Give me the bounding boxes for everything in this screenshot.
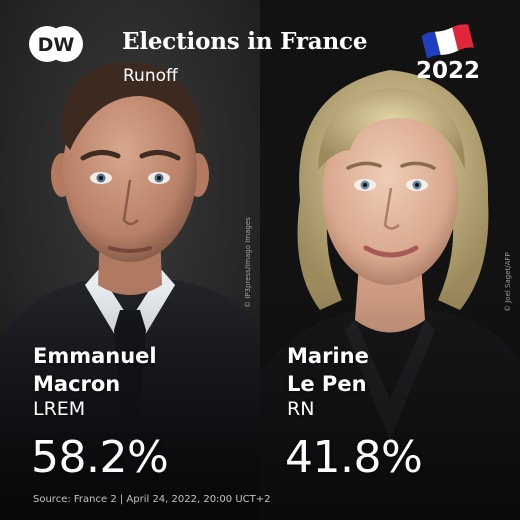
page-title: Elections in France	[122, 28, 368, 55]
candidate-party-left: LREM	[33, 398, 86, 420]
election-year: 2022	[416, 58, 481, 84]
candidate-result-right: 41.8%	[285, 432, 423, 483]
candidate-first-name: Emmanuel	[33, 344, 157, 368]
svg-text:DW: DW	[38, 34, 75, 56]
candidate-panel-left	[0, 0, 260, 520]
candidate-last-name: Le Pen	[287, 372, 367, 396]
candidate-name-left: Emmanuel Macron	[33, 342, 157, 398]
candidate-result-left: 58.2%	[31, 432, 169, 483]
page-subtitle: Runoff	[123, 66, 178, 86]
photo-credit-left: © IP3press/Imago Images	[244, 217, 252, 308]
source-note: Source: France 2 | April 24, 2022, 20:00…	[33, 494, 271, 505]
france-flag-icon	[421, 24, 474, 58]
candidate-last-name: Macron	[33, 372, 121, 396]
dw-logo: DW	[29, 26, 83, 62]
candidate-name-right: Marine Le Pen	[287, 342, 369, 398]
candidate-first-name: Marine	[287, 344, 369, 368]
candidate-party-right: RN	[287, 398, 315, 420]
photo-credit-right: © Joel Saget/AFP	[504, 252, 512, 312]
candidate-panel-right	[260, 0, 520, 520]
candidate-photo-le-pen	[260, 0, 520, 520]
candidate-photo-macron	[0, 0, 260, 520]
